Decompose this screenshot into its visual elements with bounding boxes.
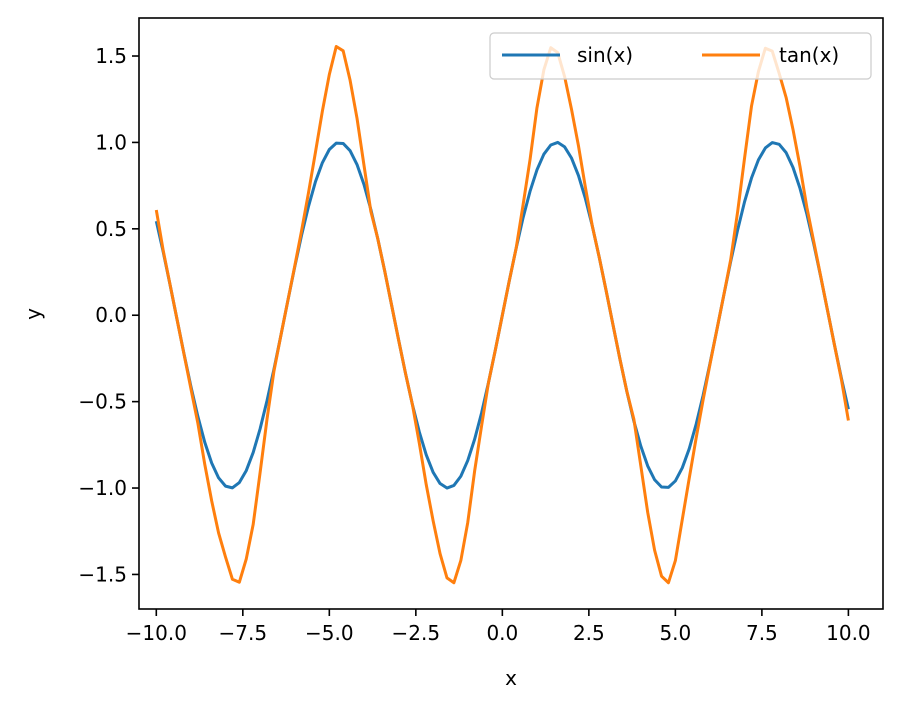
y-tick-label: −0.5 (78, 390, 127, 414)
x-axis-label: x (505, 666, 517, 690)
legend: sin(x) tan(x) (489, 32, 872, 80)
legend-box (489, 32, 872, 80)
series-line-tan-x-1 (154, 45, 850, 585)
y-tick-label: 0.0 (95, 303, 127, 327)
y-tick-label: 1.0 (95, 130, 127, 154)
x-tick-label: −2.5 (392, 621, 441, 645)
plot-area (139, 18, 883, 609)
x-tick-label: −5.0 (305, 621, 354, 645)
x-tick-label: 2.5 (573, 621, 605, 645)
legend-label-tan: tan(x) (779, 43, 839, 67)
y-tick-label: −1.0 (78, 476, 127, 500)
y-tick-label: −1.5 (78, 562, 127, 586)
y-axis-label: y (21, 308, 45, 320)
plot-background (139, 18, 883, 609)
x-axis-ticks: −10.0 −7.5 −5.0 −2.5 0.0 2.5 5.0 7.5 10.0 (126, 609, 871, 645)
y-tick-label: 0.5 (95, 217, 127, 241)
x-tick-label: −7.5 (219, 621, 268, 645)
x-tick-label: −10.0 (126, 621, 187, 645)
series-layer (154, 45, 850, 585)
legend-label-sin: sin(x) (577, 43, 633, 67)
x-tick-label: 7.5 (746, 621, 778, 645)
plot-frame (138, 17, 884, 610)
y-axis-ticks: −1.5 −1.0 −0.5 0.0 0.5 1.0 1.5 (78, 44, 139, 586)
x-tick-label: 10.0 (826, 621, 871, 645)
x-tick-label: 0.0 (486, 621, 518, 645)
x-tick-label: 5.0 (659, 621, 691, 645)
y-tick-label: 1.5 (95, 44, 127, 68)
